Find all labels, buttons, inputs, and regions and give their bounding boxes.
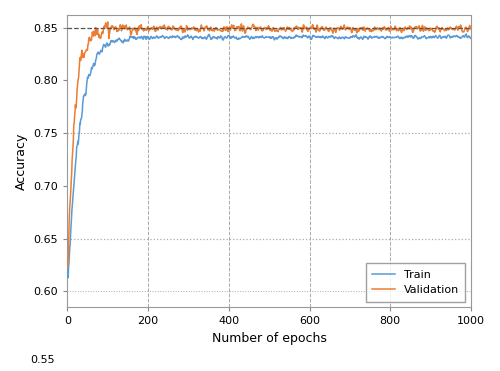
Validation [64, 265, 70, 269]
Train [463, 32, 469, 36]
Legend: Train, Validation: Train, Validation [366, 263, 466, 302]
Train [342, 36, 348, 40]
Train [243, 34, 249, 38]
Validation [468, 27, 474, 32]
Train [387, 35, 393, 39]
Line: Train: Train [68, 34, 471, 278]
Train [468, 36, 474, 41]
Validation [387, 28, 393, 33]
Validation [106, 32, 112, 36]
Validation [104, 20, 110, 24]
Validation [228, 24, 234, 29]
Y-axis label: Accuracy: Accuracy [15, 132, 28, 190]
Line: Validation: Validation [68, 22, 471, 267]
Train [65, 276, 71, 280]
Train [64, 268, 70, 272]
Validation [243, 30, 249, 34]
Validation [342, 26, 348, 31]
Train [228, 35, 234, 39]
X-axis label: Number of epochs: Number of epochs [212, 332, 326, 345]
Train [380, 35, 386, 39]
Train [106, 42, 112, 46]
Validation [380, 25, 386, 30]
Text: 0.55: 0.55 [30, 355, 54, 365]
